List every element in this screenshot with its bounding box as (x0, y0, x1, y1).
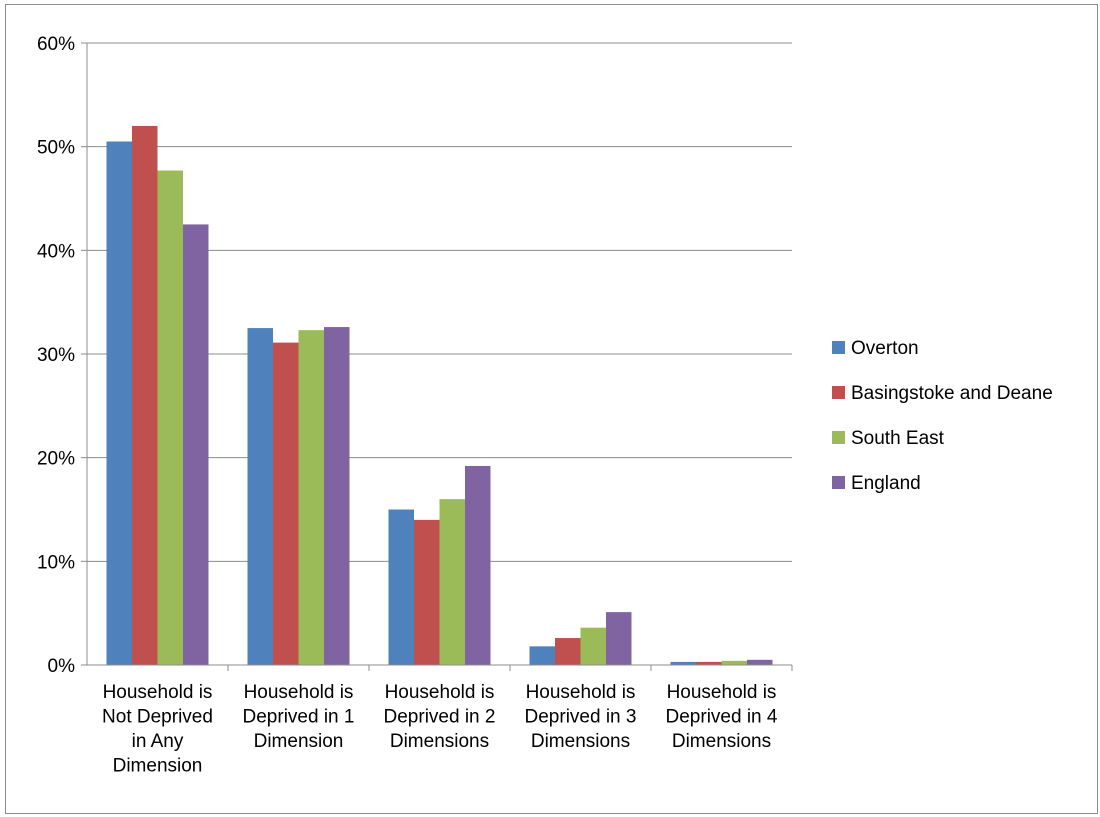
bar-england-cat-2 (324, 327, 350, 665)
bar-overton-cat-2 (247, 328, 273, 665)
y-tick-label: 60% (37, 34, 75, 55)
y-tick-label: 10% (37, 552, 75, 573)
x-tick-label: Household is Deprived in 2 Dimensions (384, 682, 496, 752)
bar-basingstoke-and-deane-cat-5 (696, 661, 722, 665)
legend: Overton Basingstoke and Deane South East En… (832, 338, 1053, 494)
bar-basingstoke-and-deane-cat-4 (555, 638, 581, 665)
bar-chart: 0% 10% 20% 30% 40% 50% 60% Household is Not Depr… (37, 34, 1053, 777)
legend-swatch (832, 341, 845, 354)
axes: 0% 10% 20% 30% 40% 50% 60% Household is Not Depr… (37, 34, 793, 777)
bar-basingstoke-and-deane-cat-1 (132, 125, 158, 665)
bar-england-cat-5 (747, 659, 773, 665)
chart-frame: 0% 10% 20% 30% 40% 50% 60% Household is Not Depr… (5, 4, 1098, 814)
bar-overton-cat-4 (529, 646, 555, 665)
legend-swatch (832, 386, 845, 399)
legend-label: Basingstoke and Deane (851, 383, 1053, 404)
y-tick-label: 30% (37, 345, 75, 366)
y-tick-label: 40% (37, 241, 75, 262)
legend-swatch (832, 431, 845, 444)
bar-south-east-cat-1 (157, 170, 183, 665)
bar-basingstoke-and-deane-cat-2 (273, 342, 299, 665)
bar-overton-cat-1 (106, 141, 132, 665)
bar-south-east-cat-2 (298, 330, 324, 665)
bar-south-east-cat-5 (721, 660, 747, 665)
bar-south-east-cat-4 (580, 627, 606, 665)
x-tick-label: Household is Not Deprived in Any Dimension (102, 682, 213, 777)
x-tick-label: Household is Deprived in 3 Dimensions (525, 682, 637, 752)
legend-label: South East (851, 428, 945, 449)
bar-basingstoke-and-deane-cat-3 (414, 519, 440, 665)
legend-label: England (851, 473, 921, 494)
y-tick-label: 50% (37, 138, 75, 159)
bar-england-cat-1 (183, 224, 209, 665)
x-tick-label: Household is Deprived in 1 Dimension (243, 682, 355, 752)
legend-swatch (832, 476, 845, 489)
bar-england-cat-4 (606, 612, 632, 665)
bar-overton-cat-5 (670, 661, 696, 665)
y-tick-label: 0% (48, 656, 76, 677)
bar-overton-cat-3 (388, 509, 414, 665)
bar-south-east-cat-3 (439, 499, 465, 665)
bar-england-cat-3 (465, 465, 491, 665)
legend-label: Overton (851, 338, 919, 359)
x-tick-label: Household is Deprived in 4 Dimensions (666, 682, 778, 752)
y-tick-label: 20% (37, 449, 75, 470)
bars (106, 125, 773, 665)
